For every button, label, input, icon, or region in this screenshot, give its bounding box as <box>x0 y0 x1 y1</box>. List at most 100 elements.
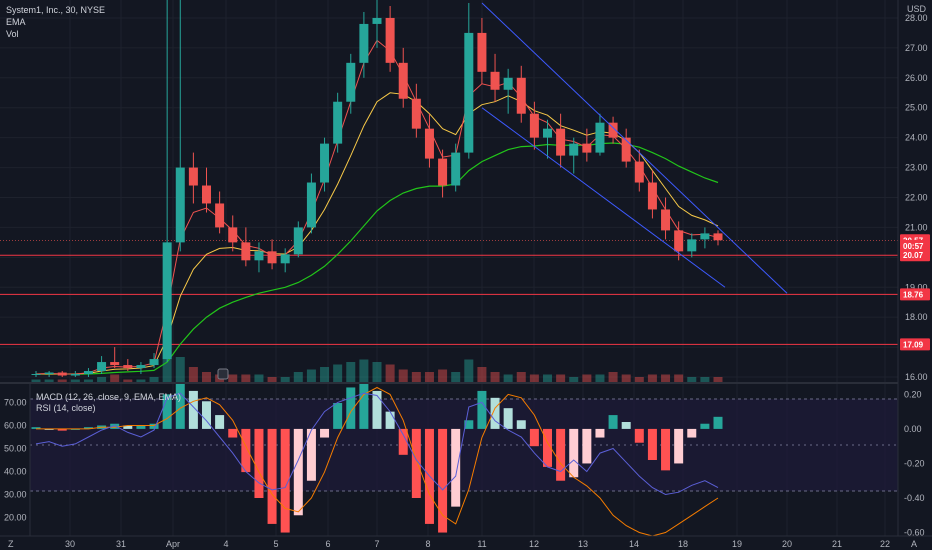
volume-bar <box>608 372 618 382</box>
volume-bar <box>241 374 251 382</box>
macd-tick-label: -0.20 <box>904 458 925 468</box>
macd-tick-label: -0.40 <box>904 493 925 503</box>
volume-bar <box>97 377 107 382</box>
price-badge-label: 18.76 <box>903 290 924 299</box>
candle-body <box>188 167 198 186</box>
candle-body <box>31 374 41 376</box>
rsi-legend[interactable]: RSI (14, close) <box>36 403 96 413</box>
zoom-icon[interactable]: Z <box>8 539 14 549</box>
candle-body <box>267 251 277 264</box>
volume-bar <box>83 379 93 382</box>
volume-bar <box>543 374 552 382</box>
rsi-axis[interactable]: 70.00 60.00 50.00 40.00 30.00 20.00 <box>4 397 27 522</box>
macd-hist-bar <box>582 428 592 464</box>
time-tick-label: 22 <box>880 539 890 549</box>
volume-bar <box>31 379 41 382</box>
candle-body <box>241 242 251 261</box>
macd-hist-bar <box>556 428 566 481</box>
candle-body <box>608 122 618 138</box>
volume-bar <box>372 362 382 382</box>
price-tick-label: 24.00 <box>905 133 928 143</box>
macd-hist-bar <box>385 411 395 429</box>
time-tick-label: 20 <box>782 539 792 549</box>
volume-bar <box>661 374 671 382</box>
macd-hist-bar <box>595 428 605 438</box>
candle-body <box>346 62 356 102</box>
candle-body <box>57 372 67 376</box>
candle-body <box>661 209 671 231</box>
macd-hist-bar <box>490 397 500 429</box>
macd-hist-bar <box>674 428 684 464</box>
macd-hist-bar <box>149 423 159 429</box>
volume-bar <box>529 374 539 382</box>
time-tick-label: 21 <box>832 539 842 549</box>
macd-legend[interactable]: MACD (12, 26, close, 9, EMA, EMA) <box>36 392 181 402</box>
horizontal-levels <box>0 239 898 345</box>
auto-scale-icon[interactable]: A <box>911 539 917 549</box>
macd-tick-label: -0.60 <box>904 528 925 538</box>
volume-bar <box>569 377 579 382</box>
volume-bar <box>293 372 303 382</box>
macd-hist-bar <box>215 415 225 429</box>
macd-hist-bar <box>175 384 185 429</box>
macd-hist-bar <box>306 428 316 481</box>
macd-hist-bar <box>503 408 513 429</box>
volume-bar <box>700 377 710 382</box>
rsi-tick-label: 70.00 <box>4 397 27 407</box>
macd-hist-bar <box>516 420 526 429</box>
macd-hist-bar <box>411 428 421 498</box>
volume-bar <box>503 374 513 382</box>
price-tick-label: 16.00 <box>905 372 928 382</box>
candle-body <box>438 158 448 186</box>
time-tick-label: 4 <box>223 539 228 549</box>
macd-hist-bar <box>333 403 343 429</box>
volume-bar <box>254 374 264 382</box>
time-tick-label: 13 <box>578 539 588 549</box>
volume-bar <box>687 377 697 382</box>
time-tick-label: 8 <box>425 539 430 549</box>
candle-body <box>477 32 487 72</box>
macd-hist-bar <box>188 390 198 429</box>
price-badge <box>900 239 930 252</box>
candle-body <box>674 230 684 252</box>
volume-bar <box>556 374 566 382</box>
candle-body <box>464 32 474 153</box>
volume-bar <box>123 379 133 382</box>
symbol-title[interactable]: System1, Inc., 30, NYSE <box>6 5 105 15</box>
volume-legend[interactable]: Vol <box>6 29 19 39</box>
macd-hist-bar <box>634 428 644 443</box>
macd-tick-label: 0.00 <box>904 424 922 434</box>
price-badge <box>900 249 930 262</box>
volume-bar <box>516 372 526 382</box>
earnings-marker-icon[interactable] <box>217 368 229 380</box>
candle-body <box>713 233 723 241</box>
candle-body <box>490 71 500 90</box>
candle-body <box>149 359 159 366</box>
time-tick-label: Apr <box>166 539 180 549</box>
price-tick-label: 19.00 <box>905 282 928 292</box>
candle-body <box>202 185 211 204</box>
time-tick-label: 5 <box>273 539 278 549</box>
macd-hist-bar <box>162 394 172 429</box>
trend-channel[interactable] <box>481 2 788 294</box>
volume-bar <box>713 377 723 382</box>
macd-hist-bar <box>293 428 303 516</box>
macd-histogram <box>31 384 723 533</box>
price-tick-label: 27.00 <box>905 43 928 53</box>
candle-body <box>306 182 316 228</box>
volume-bar <box>136 379 146 382</box>
ema-legend[interactable]: EMA <box>6 17 26 27</box>
candle-body <box>398 62 408 99</box>
volume-bar <box>175 357 185 382</box>
macd-hist-bar <box>647 428 657 460</box>
macd-axis[interactable]: 0.20 0.00 -0.20 -0.40 -0.60 <box>904 389 925 537</box>
candle-body <box>556 128 566 156</box>
macd-hist-bar <box>700 423 710 429</box>
time-axis[interactable]: 30 31 Apr 4 5 6 7 8 11 12 13 14 18 19 20 21 22 <box>65 539 890 549</box>
candle-body <box>385 17 395 63</box>
candle-body <box>123 365 133 369</box>
macd-hist-bar <box>372 390 382 429</box>
macd-hist-bar <box>477 390 487 429</box>
macd-hist-bar <box>661 428 671 471</box>
